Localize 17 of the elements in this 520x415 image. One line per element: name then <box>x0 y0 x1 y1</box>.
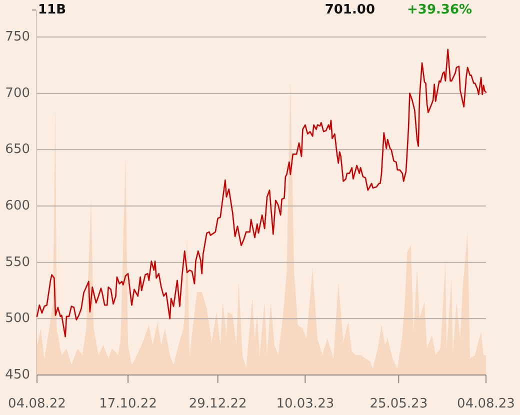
y2-tick-label: 11B <box>38 2 66 18</box>
text: +39.36% <box>407 2 472 18</box>
line-series <box>36 48 487 338</box>
y-tick-label: 450 <box>5 368 30 382</box>
y-tick-label: 550 <box>5 254 30 270</box>
text: 701.00 <box>324 2 375 18</box>
y-tick-label: 650 <box>5 142 30 158</box>
y-tick-label: 700 <box>5 86 30 101</box>
x-tick-label: 17.10.22 <box>99 396 157 412</box>
x-tick-label: 25.05.23 <box>370 396 428 412</box>
x-tick-label: 10.03.23 <box>276 396 334 412</box>
x-tick-label: 29.12.22 <box>188 396 247 412</box>
x-tick-label: 04.08.23 <box>457 396 515 412</box>
y-tick-label: 500 <box>5 311 30 326</box>
y-tick-label: 600 <box>5 198 30 214</box>
x-tick-label: 04.08.22 <box>8 396 66 412</box>
y-tick-label: 750 <box>5 30 30 44</box>
